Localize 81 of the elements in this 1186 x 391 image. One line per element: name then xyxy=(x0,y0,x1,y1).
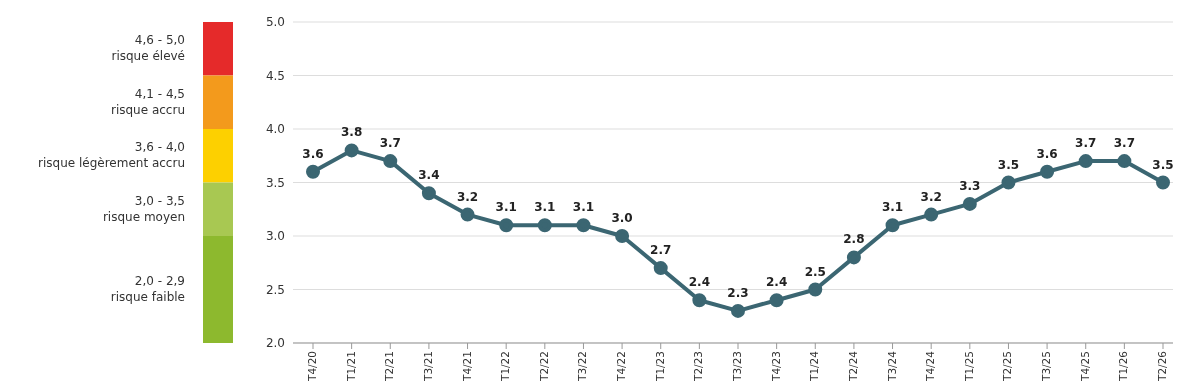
data-label: 3.2 xyxy=(920,189,942,204)
point xyxy=(692,293,707,308)
data-label: 3.0 xyxy=(611,211,633,225)
data-label: 3.8 xyxy=(341,125,363,140)
y-tick-label: 4.5 xyxy=(265,68,285,83)
x-tick-label: T4/24 xyxy=(924,350,937,382)
x-tick-label: T1/25 xyxy=(962,351,975,382)
point xyxy=(306,164,320,179)
data-label: 3.1 xyxy=(534,200,556,215)
data-label: 2.7 xyxy=(650,243,672,258)
data-label: 3.1 xyxy=(572,200,595,215)
text: 2,0 - 2,9 risque faible xyxy=(110,274,185,304)
x-tick-label: T3/24 xyxy=(885,350,898,382)
data-label: 2.8 xyxy=(843,232,865,247)
data-label: 3.1 xyxy=(881,200,904,215)
data-label: 3.2 xyxy=(456,189,479,204)
text: 3,0 - 3,5 risque moyen xyxy=(102,193,185,224)
point xyxy=(769,293,784,308)
data-label: 3.3 xyxy=(959,178,981,193)
x-tick-label: T1/22 xyxy=(499,351,512,382)
x-tick-label: T4/22 xyxy=(615,351,628,382)
point xyxy=(1040,164,1055,179)
data-label: 3.6 xyxy=(1036,146,1058,161)
point xyxy=(731,303,745,318)
point xyxy=(1156,175,1170,190)
data-label: 2.4 xyxy=(766,275,788,290)
x-tick-label: T3/25 xyxy=(1040,351,1053,382)
data-label: 3.7 xyxy=(1075,136,1097,151)
x-tick-label: T2/23 xyxy=(692,351,705,382)
y-tick-label: 4.0 xyxy=(265,122,285,137)
point xyxy=(846,250,861,265)
point xyxy=(1117,154,1132,169)
text: 4,1 - 4,5 risque accru xyxy=(110,86,185,117)
x-tick-label: T4/23 xyxy=(769,351,782,382)
y-tick-label: 3.5 xyxy=(265,175,285,190)
x-tick-label: T2/25 xyxy=(1001,351,1014,382)
point xyxy=(537,218,552,233)
data-label: 3.7 xyxy=(1113,136,1135,151)
point xyxy=(924,207,939,222)
point xyxy=(1078,154,1093,169)
point xyxy=(962,196,977,211)
x-tick-label: T2/22 xyxy=(537,351,550,382)
x-tick-label: T2/21 xyxy=(383,351,396,382)
point xyxy=(421,186,436,201)
x-tick-label: T1/21 xyxy=(344,351,357,382)
x-tick-label: T2/24 xyxy=(846,350,859,382)
x-tick-label: T1/26 xyxy=(1117,350,1130,382)
point xyxy=(344,143,359,158)
x-tick-label: T3/21 xyxy=(421,351,434,382)
data-label: 2.4 xyxy=(688,275,710,290)
data-label: 3.5 xyxy=(1152,157,1174,172)
data-label: 3.1 xyxy=(495,200,517,215)
x-tick-label: T2/26 xyxy=(1156,350,1168,382)
point xyxy=(653,261,668,276)
point xyxy=(615,229,630,243)
data-label: 2.3 xyxy=(727,285,749,300)
data-label: 3.5 xyxy=(997,157,1020,172)
y-tick-label: 5.0 xyxy=(265,15,285,30)
point xyxy=(499,218,514,233)
x-tick-label: T4/25 xyxy=(1078,351,1091,382)
x-tick-label: T3/22 xyxy=(576,351,589,382)
y-tick-label: 3.0 xyxy=(265,229,285,244)
data-label: 3.6 xyxy=(302,146,324,161)
text: 4,6 - 5,0 risque élevé xyxy=(111,33,185,64)
point xyxy=(576,218,591,233)
point xyxy=(885,218,900,233)
point xyxy=(808,282,823,297)
x-tick-label: T4/20 xyxy=(306,351,318,382)
x-tick-label: T4/21 xyxy=(460,351,473,382)
x-tick-label: T3/23 xyxy=(731,351,743,382)
data-label: 3.7 xyxy=(379,136,401,151)
data-label: 2.5 xyxy=(804,264,826,279)
x-tick-label: T1/24 xyxy=(808,350,821,382)
data-label: 3.4 xyxy=(418,168,440,183)
point xyxy=(1001,175,1016,190)
x-tick-label: T1/23 xyxy=(653,351,666,382)
point xyxy=(383,154,398,169)
y-tick-label: 2.0 xyxy=(265,336,285,351)
point xyxy=(460,207,475,222)
y-tick-label: 2.5 xyxy=(265,282,285,297)
text: 3,6 - 4,0 risque légèrement accru xyxy=(38,140,185,171)
